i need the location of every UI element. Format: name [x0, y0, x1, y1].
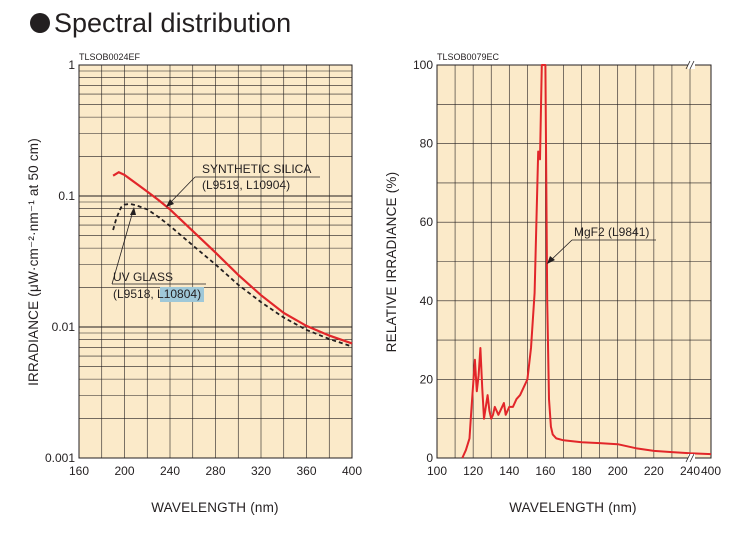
y-tick-labels: 0 20 40 60 80 100: [413, 58, 433, 465]
axis-break-top: [685, 60, 695, 70]
x-tick-labels: 160 200 240 280 320 360 400: [69, 464, 362, 478]
x-tick-label: 220: [644, 464, 664, 478]
gridlines: [79, 65, 352, 458]
x-tick-label: 400: [342, 464, 362, 478]
uvglass-label: UV GLASS: [113, 270, 173, 284]
series-uv-glass-line: [112, 202, 353, 348]
x-tick-label: 140: [499, 464, 519, 478]
mgf2-arrow-icon: [547, 256, 555, 264]
y-tick-label: 40: [420, 294, 434, 308]
x-axis-label: WAVELENGTH (nm): [509, 500, 637, 515]
section-heading: Spectral distribution: [30, 6, 291, 40]
plot-frame: [78, 64, 353, 459]
x-tick-label: 160: [535, 464, 555, 478]
silica-label: SYNTHETIC SILICA: [202, 162, 311, 176]
y-tick-label: 80: [420, 137, 434, 151]
silica-leader-line: [167, 176, 196, 206]
x-axis-label: WAVELENGTH (nm): [151, 500, 279, 515]
y-tick-label: 0: [426, 451, 433, 465]
x-tick-label: 180: [572, 464, 592, 478]
y-axis-label: IRRADIANCE (μW·cm⁻²·nm⁻¹ at 50 cm): [26, 138, 41, 386]
x-tick-label: 120: [463, 464, 483, 478]
bullet-icon: [30, 13, 50, 33]
y-tick-label: 20: [420, 372, 434, 386]
x-tick-label: 360: [296, 464, 316, 478]
page-title: Spectral distribution: [54, 8, 292, 38]
series-synthetic-silica-line: [112, 170, 353, 345]
x-tick-label: 100: [427, 464, 447, 478]
x-tick-label: 400: [701, 464, 721, 478]
y-tick-label: 1: [68, 58, 75, 72]
relative-irradiance-chart: TLSOB0079EC 100 120 140 160 180 200 220 240 400 …: [384, 52, 721, 515]
y-tick-label: 60: [420, 215, 434, 229]
y-tick-label: 0.001: [45, 451, 75, 465]
highlight-mark: [160, 287, 204, 302]
silica-arrow-icon: [166, 199, 174, 207]
chart-code: TLSOB0024EF: [79, 52, 141, 62]
mgf2-label: MgF2 (L9841): [574, 225, 649, 239]
x-tick-label: 320: [251, 464, 271, 478]
x-tick-label: 240: [680, 464, 700, 478]
x-tick-label: 200: [608, 464, 628, 478]
gridlines: [437, 65, 711, 458]
x-tick-label: 160: [69, 464, 89, 478]
uvglass-sublabel: (L9518, L10804): [113, 287, 201, 301]
y-tick-label: 100: [413, 58, 433, 72]
x-tick-label: 200: [114, 464, 134, 478]
uvglass-arrow-icon: [130, 207, 136, 215]
x-tick-labels: 100 120 140 160 180 200 220 240 400: [427, 464, 721, 478]
y-tick-label: 0.1: [58, 189, 75, 203]
silica-sublabel: (L9519, L10904): [202, 178, 290, 192]
chart-code: TLSOB0079EC: [437, 52, 500, 62]
y-axis-label: RELATIVE IRRADIANCE (%): [384, 172, 399, 353]
irradiance-chart: TLSOB0024EF 160 200 240 280 320 360 400 0.0010…: [26, 52, 362, 515]
series-mgf2-line: [461, 64, 712, 459]
y-tick-label: 0.01: [52, 320, 76, 334]
plot-frame: [436, 64, 712, 459]
axis-break-bottom: [685, 453, 695, 463]
x-tick-label: 240: [160, 464, 180, 478]
uvglass-leader-line: [111, 210, 134, 285]
x-tick-label: 280: [205, 464, 225, 478]
y-tick-labels: 0.001 0.01 0.1 1: [45, 58, 75, 465]
